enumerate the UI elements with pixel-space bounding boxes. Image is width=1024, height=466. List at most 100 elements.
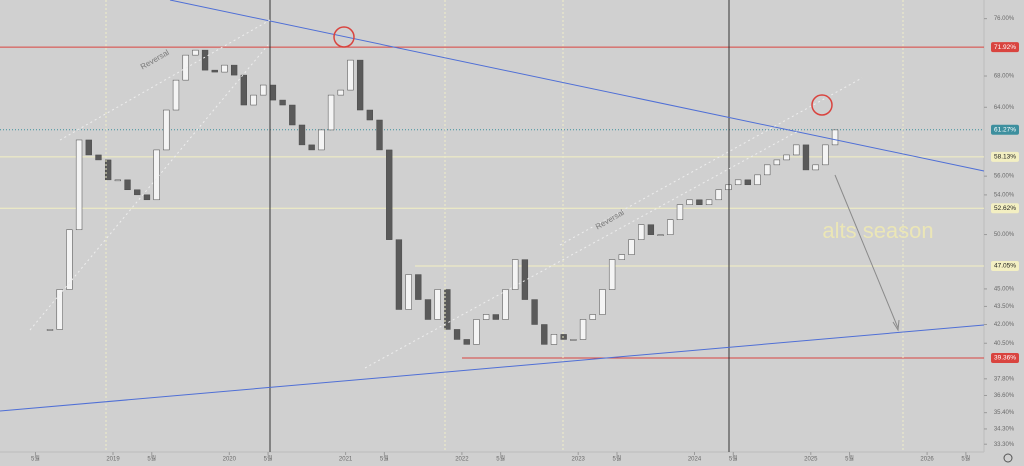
y-tick-label: 40.50% <box>994 341 1015 347</box>
candle <box>764 164 771 176</box>
candle <box>356 59 364 111</box>
candle <box>75 139 83 231</box>
candle <box>676 204 684 220</box>
candle <box>550 334 558 345</box>
level-label: 61.27% <box>994 126 1016 133</box>
candle <box>531 299 538 325</box>
y-tick-label: 33.30% <box>994 442 1015 448</box>
x-tick-label: 2022 <box>455 457 469 463</box>
y-tick-label: 42.00% <box>994 322 1015 328</box>
candle <box>395 239 403 310</box>
candle <box>405 274 412 310</box>
candle <box>230 64 238 76</box>
x-tick-label: 5월 <box>380 455 389 463</box>
candle <box>163 109 170 151</box>
candle <box>66 229 73 290</box>
highlight-circle <box>333 26 355 48</box>
level-label: 39.36% <box>994 355 1016 362</box>
candle <box>56 289 63 330</box>
candle <box>95 154 102 161</box>
candle <box>250 94 257 106</box>
candle <box>512 259 519 290</box>
candle <box>492 314 499 320</box>
x-tick-label: 5월 <box>845 455 854 463</box>
candle <box>143 194 151 201</box>
candle <box>667 219 674 235</box>
candle <box>589 314 596 320</box>
candle <box>260 84 267 96</box>
candle <box>812 164 819 171</box>
level-label: 47.05% <box>994 263 1016 270</box>
candle <box>570 339 577 341</box>
annotation: alts season <box>822 218 933 243</box>
candle <box>85 139 92 156</box>
arrow-head <box>892 319 900 332</box>
candle <box>618 254 625 260</box>
trend-line <box>0 324 985 412</box>
candle <box>337 89 344 96</box>
candle <box>308 144 315 151</box>
candle <box>793 144 800 156</box>
x-tick-label: 5월 <box>496 455 505 463</box>
y-tick-label: 35.40% <box>994 410 1015 416</box>
candle <box>754 174 761 186</box>
candle <box>279 99 286 106</box>
candle <box>134 189 141 196</box>
arrow <box>834 174 899 329</box>
y-tick-label: 76.00% <box>994 16 1015 22</box>
y-tick-label: 54.00% <box>994 192 1015 198</box>
candle <box>386 149 393 240</box>
level-label: 52.62% <box>994 205 1016 212</box>
channel-line <box>59 19 271 141</box>
highlight-circle <box>811 94 833 116</box>
candle <box>46 329 54 331</box>
y-tick-label: 37.80% <box>994 376 1015 382</box>
candle <box>696 199 703 205</box>
candle <box>153 149 160 201</box>
y-tick-label: 43.50% <box>994 304 1015 310</box>
candle <box>376 119 383 151</box>
channel-line <box>29 44 269 331</box>
candle <box>453 329 461 340</box>
x-tick-label: 2026 <box>920 457 934 463</box>
candle <box>657 234 664 236</box>
candle <box>686 199 693 205</box>
candle <box>347 59 354 91</box>
candle <box>318 129 325 151</box>
x-tick-label: 5월 <box>147 455 156 463</box>
candle <box>201 49 209 71</box>
candle <box>822 144 829 166</box>
y-tick-label: 68.00% <box>994 74 1015 80</box>
x-tick-label: 2024 <box>688 457 702 463</box>
y-tick-label: 50.00% <box>994 232 1015 238</box>
candle <box>434 289 441 320</box>
x-tick-label: 2025 <box>804 457 818 463</box>
candle <box>744 179 751 186</box>
x-tick-label: 2021 <box>339 457 353 463</box>
candle <box>831 129 839 146</box>
candle <box>482 314 490 320</box>
x-tick-label: 2019 <box>106 457 120 463</box>
y-tick-label: 36.60% <box>994 393 1015 399</box>
x-tick-label: 2020 <box>223 457 237 463</box>
candle <box>172 79 180 111</box>
candle <box>269 84 277 101</box>
candle <box>715 189 722 201</box>
settings-icon[interactable] <box>1003 453 1013 463</box>
level-label: 58.13% <box>994 154 1016 161</box>
y-tick-label: 64.00% <box>994 105 1015 111</box>
candle <box>104 159 112 181</box>
x-tick-label: 2023 <box>572 457 586 463</box>
candle <box>773 159 781 166</box>
level-tag <box>991 203 1019 214</box>
level-tag <box>991 42 1019 53</box>
candle <box>240 74 247 106</box>
candle <box>289 104 296 126</box>
y-tick-label: 34.30% <box>994 427 1015 433</box>
candle <box>473 319 480 345</box>
candle <box>502 289 509 320</box>
level-tag <box>991 151 1019 162</box>
candle <box>705 199 713 205</box>
candle <box>114 179 122 182</box>
